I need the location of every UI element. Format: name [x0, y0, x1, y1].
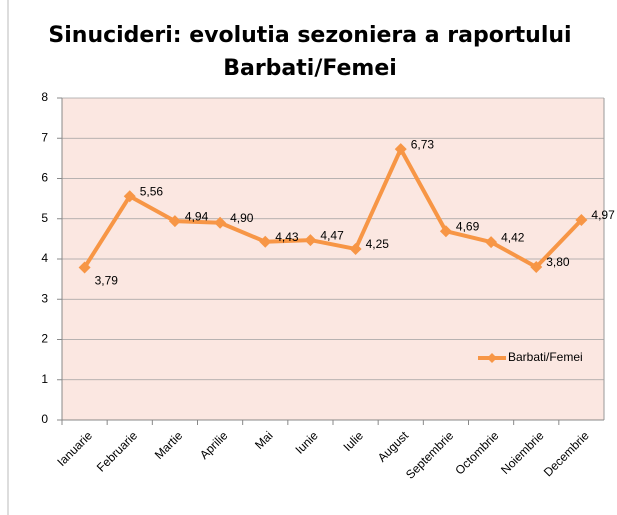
line: [82, 147, 583, 270]
data-label: 4,69: [456, 219, 480, 233]
y-tick-label: 1: [41, 372, 48, 386]
x-tick-label: Iunie: [292, 428, 321, 457]
x-tick-label: Iulie: [340, 428, 366, 454]
marker: [530, 261, 543, 274]
x-tick-label: Octombrie: [452, 428, 501, 477]
data-label: 4,42: [501, 230, 525, 244]
marker: [123, 190, 136, 203]
data-label: 4,94: [185, 209, 209, 223]
data-label: 4,90: [230, 211, 254, 225]
marker: [214, 216, 227, 229]
y-tick-label: 7: [41, 130, 48, 144]
x-tick-label: Septembrie: [403, 428, 457, 482]
x-tick-label: Ianuarie: [54, 428, 95, 469]
data-label: 3,80: [546, 255, 570, 269]
legend-label: Barbati/Femei: [508, 350, 583, 364]
y-tick-label: 8: [41, 90, 48, 104]
y-tick-label: 5: [41, 211, 48, 225]
marker: [575, 213, 588, 226]
x-tick-label: Aprilie: [197, 428, 231, 462]
marker: [394, 143, 407, 156]
chart-title: Sinucideri: evolutia sezoniera a raportu…: [48, 23, 571, 48]
legend-marker: [487, 353, 497, 363]
x-tick-label: Decembrie: [541, 428, 592, 479]
x-tick-label: Mai: [252, 428, 276, 452]
data-label: 4,43: [275, 230, 299, 244]
marker: [439, 225, 452, 238]
marker: [304, 234, 317, 247]
y-tick-label: 0: [41, 412, 48, 426]
y-tick-label: 4: [41, 251, 48, 265]
data-label: 5,56: [140, 184, 164, 198]
marker: [259, 235, 272, 248]
marker: [349, 242, 362, 255]
data-label: 6,73: [411, 137, 435, 151]
x-tick-label: Martie: [152, 428, 186, 462]
data-label: 4,47: [320, 228, 344, 242]
marker: [168, 215, 181, 228]
chart-title: Barbati/Femei: [223, 56, 397, 81]
data-label: 3,79: [95, 274, 119, 288]
marker: [485, 236, 498, 249]
data-label: 4,25: [366, 237, 390, 251]
x-tick-label: August: [375, 428, 412, 465]
y-tick-label: 6: [41, 171, 48, 185]
x-tick-label: Februarie: [94, 428, 140, 474]
data-label: 4,97: [591, 208, 615, 222]
x-tick-label: Noiembrie: [498, 428, 547, 477]
y-tick-label: 2: [41, 332, 48, 346]
marker: [78, 261, 91, 274]
y-tick-label: 3: [41, 291, 48, 305]
